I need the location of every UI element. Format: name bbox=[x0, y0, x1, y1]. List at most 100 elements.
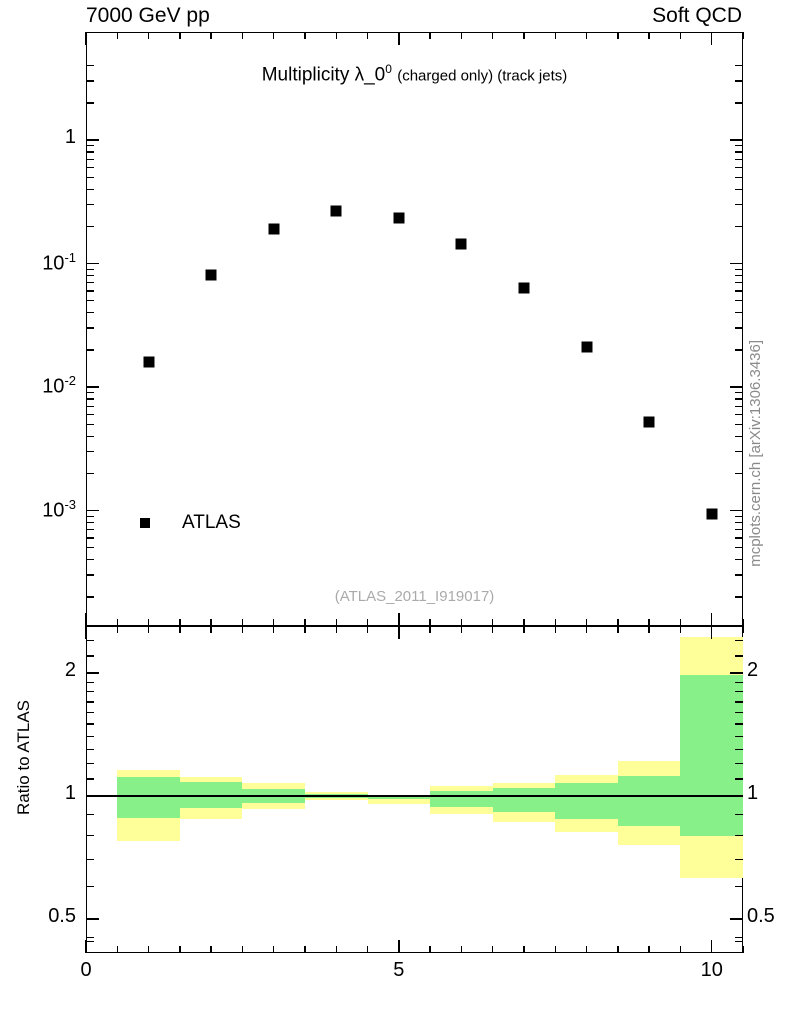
main-xtick-top bbox=[179, 32, 181, 39]
ratio-xtick-bottom bbox=[711, 940, 713, 953]
main-xtick-bottom bbox=[648, 619, 650, 626]
ratio-band-inner bbox=[680, 674, 743, 836]
main-xtick-bottom bbox=[179, 619, 181, 626]
ratio-ytick-major-left bbox=[86, 795, 99, 797]
main-ytick-minor-right bbox=[735, 472, 743, 475]
main-ytick-major-left bbox=[86, 509, 99, 512]
xtick-label: 0 bbox=[80, 959, 92, 981]
ratio-xtick-bottom bbox=[366, 946, 369, 953]
ratio-ytick-minor-right bbox=[735, 778, 743, 780]
ratio-xtick-top bbox=[711, 626, 713, 639]
main-ytick-minor-right bbox=[735, 529, 743, 531]
main-plot-title: Multiplicity λ_00 (charged only) (track … bbox=[86, 62, 743, 86]
ratio-ytick-major-left bbox=[86, 672, 99, 674]
main-xtick-bottom bbox=[460, 619, 463, 626]
ratio-xtick-top bbox=[116, 626, 118, 633]
ratio-ytick-minor-left bbox=[86, 681, 94, 683]
main-ytick-minor-left bbox=[86, 392, 94, 394]
main-ytick-label-base: 10 bbox=[42, 375, 65, 398]
title-exponent: 0 bbox=[385, 62, 392, 76]
main-xtick-bottom bbox=[585, 619, 588, 626]
main-xtick-top bbox=[273, 32, 275, 39]
main-xtick-top bbox=[241, 32, 244, 39]
main-xtick-top bbox=[85, 32, 87, 45]
main-ytick-minor-right bbox=[735, 450, 743, 453]
main-ytick-minor-left bbox=[86, 176, 94, 178]
main-ytick-minor-right bbox=[735, 176, 743, 178]
ratio-ytick-label: 0.5 bbox=[48, 905, 76, 927]
main-xtick-top bbox=[492, 32, 494, 39]
ratio-ytick-minor-right bbox=[735, 763, 743, 765]
main-ytick-minor-right bbox=[735, 225, 743, 228]
main-ytick-minor-left bbox=[86, 300, 94, 302]
main-ytick-major-right bbox=[730, 262, 743, 265]
main-ytick-major-right bbox=[730, 509, 743, 512]
ratio-xtick-top bbox=[304, 626, 306, 633]
ratio-xtick-bottom bbox=[335, 946, 337, 953]
main-ytick-minor-left bbox=[86, 450, 94, 453]
ratio-ytick-minor-left bbox=[86, 886, 94, 888]
main-xtick-bottom bbox=[492, 619, 494, 626]
main-ytick-major-left bbox=[86, 262, 99, 265]
main-ytick-label-exponent: -2 bbox=[64, 373, 76, 388]
main-ytick-minor-right bbox=[735, 268, 743, 270]
main-ytick-minor-left bbox=[86, 559, 94, 561]
ratio-ytick-minor-right bbox=[735, 814, 743, 816]
ratio-xtick-top bbox=[679, 626, 682, 633]
main-ytick-minor-left bbox=[86, 282, 94, 284]
main-ytick-minor-right bbox=[735, 312, 743, 314]
legend-marker-atlas bbox=[140, 518, 150, 528]
ratio-xtick-bottom bbox=[273, 946, 275, 953]
data-point-atlas bbox=[143, 356, 155, 368]
ratio-xtick-bottom bbox=[116, 946, 118, 953]
data-point-atlas bbox=[581, 341, 593, 353]
main-ytick-minor-right bbox=[735, 203, 743, 206]
ratio-xtick-bottom bbox=[554, 946, 556, 953]
main-ytick-minor-left bbox=[86, 413, 94, 416]
main-ytick-minor-left bbox=[86, 166, 94, 169]
main-ytick-minor-left bbox=[86, 268, 94, 270]
main-ytick-minor-right bbox=[735, 188, 743, 190]
main-ytick-minor-left bbox=[86, 80, 94, 82]
ratio-ytick-minor-right bbox=[735, 858, 743, 861]
analysis-id-watermark: (ATLAS_2011_I919017) bbox=[334, 588, 495, 605]
main-ytick-minor-left bbox=[86, 312, 94, 314]
main-ytick-minor-right bbox=[735, 559, 743, 561]
main-ytick-minor-left bbox=[86, 158, 94, 160]
title-observable: Multiplicity λ_0 bbox=[261, 64, 386, 86]
ratio-reference-line bbox=[86, 795, 743, 797]
main-ytick-minor-right bbox=[735, 413, 743, 416]
ratio-xtick-top bbox=[460, 626, 463, 633]
main-ytick-major-right bbox=[730, 139, 743, 141]
main-xtick-top bbox=[147, 32, 150, 39]
ratio-xtick-top bbox=[429, 626, 431, 633]
main-ytick-minor-right bbox=[735, 327, 743, 329]
data-point-atlas bbox=[205, 269, 217, 281]
main-ytick-minor-left bbox=[86, 203, 94, 206]
main-ytick-minor-right bbox=[735, 300, 743, 302]
ratio-band-inner bbox=[430, 790, 493, 807]
ratio-xtick-top bbox=[617, 626, 619, 633]
ratio-xtick-top bbox=[742, 626, 744, 633]
main-ytick-minor-right bbox=[735, 515, 743, 517]
ratio-ytick-minor-right bbox=[735, 937, 743, 939]
ratio-xtick-top bbox=[585, 626, 588, 633]
main-ytick-minor-right bbox=[735, 102, 743, 104]
data-point-atlas bbox=[393, 212, 405, 224]
main-ytick-minor-left bbox=[86, 529, 94, 531]
ratio-ytick-minor-left bbox=[86, 723, 94, 725]
main-ytick-minor-right bbox=[735, 392, 743, 394]
main-xtick-top bbox=[366, 32, 369, 39]
main-ytick-label-base: 1 bbox=[64, 126, 76, 148]
main-ytick-minor-right bbox=[735, 274, 743, 277]
main-ytick-minor-left bbox=[86, 65, 94, 67]
ratio-xtick-bottom bbox=[398, 940, 400, 953]
ratio-ytick-minor-right bbox=[735, 834, 743, 837]
main-xtick-top bbox=[617, 32, 619, 39]
main-xtick-bottom bbox=[429, 619, 431, 626]
main-ytick-major-left bbox=[86, 386, 99, 388]
main-xtick-top bbox=[523, 32, 525, 39]
main-xtick-bottom bbox=[742, 619, 744, 626]
main-xtick-bottom bbox=[85, 613, 87, 626]
